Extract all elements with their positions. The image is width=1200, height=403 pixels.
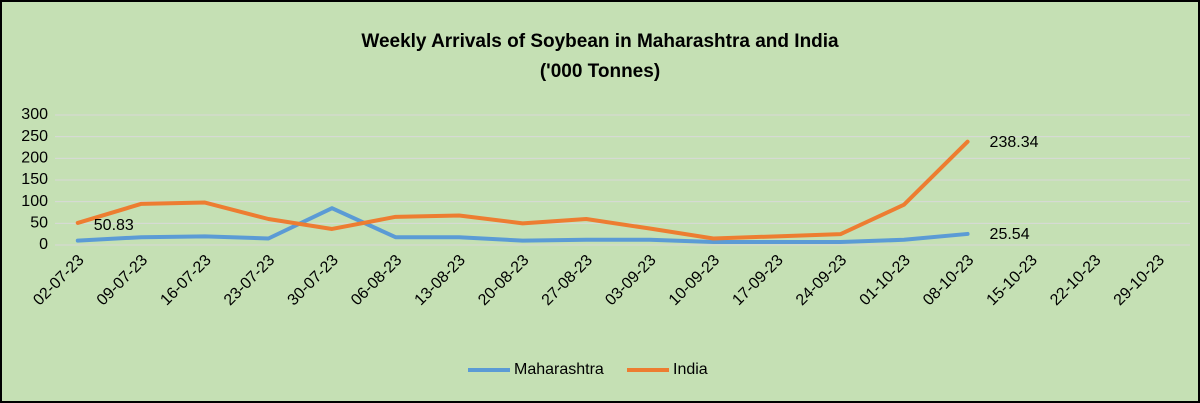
chart-subtitle: ('000 Tonnes) bbox=[540, 61, 660, 82]
y-tick-label: 0 bbox=[39, 236, 48, 253]
y-tick-label: 50 bbox=[30, 215, 48, 232]
series-line bbox=[75, 206, 970, 244]
y-tick-label: 250 bbox=[21, 128, 48, 145]
y-tick-label: 200 bbox=[21, 150, 48, 167]
data-label: 238.34 bbox=[990, 134, 1039, 151]
legend-label: India bbox=[673, 361, 708, 378]
data-label: 25.54 bbox=[990, 226, 1030, 243]
y-tick-label: 150 bbox=[21, 171, 48, 188]
y-tick-label: 100 bbox=[21, 193, 48, 210]
chart-title: Weekly Arrivals of Soybean in Maharashtr… bbox=[361, 31, 839, 52]
data-label: 50.83 bbox=[94, 217, 134, 234]
legend-label: Maharashtra bbox=[514, 361, 604, 378]
y-tick-label: 300 bbox=[21, 106, 48, 123]
series-line bbox=[75, 139, 970, 241]
